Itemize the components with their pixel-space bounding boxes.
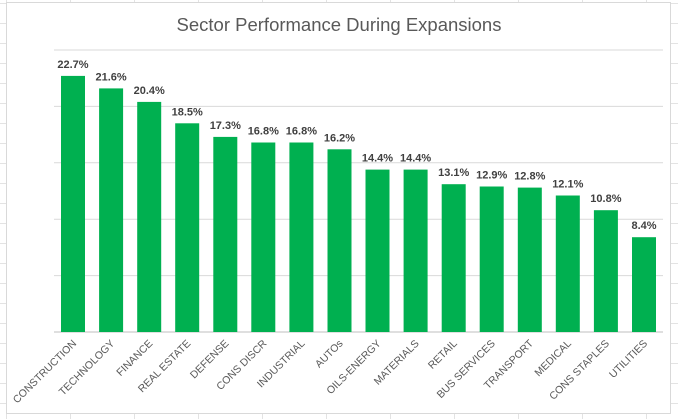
bar[interactable] <box>479 186 504 333</box>
data-label: 13.1% <box>438 167 469 179</box>
bar-chart: Sector Performance During Expansions 22.… <box>11 14 663 406</box>
bar[interactable] <box>289 142 314 333</box>
bar[interactable] <box>61 75 85 333</box>
category-tick-label: AUTOs <box>313 338 346 371</box>
bar[interactable] <box>517 187 542 332</box>
bar[interactable] <box>175 123 200 332</box>
data-label: 17.3% <box>210 120 241 132</box>
bar[interactable] <box>365 169 390 332</box>
bar[interactable] <box>251 142 276 333</box>
data-label: 12.9% <box>476 170 507 182</box>
bar[interactable] <box>441 184 466 332</box>
chart-title: Sector Performance During Expansions <box>177 14 502 35</box>
data-label: 20.4% <box>134 85 165 97</box>
category-tick-label: UTILITIES <box>607 338 650 381</box>
data-label: 10.8% <box>590 193 621 205</box>
bar[interactable] <box>213 136 238 332</box>
chart-area[interactable]: Sector Performance During Expansions 22.… <box>6 2 671 414</box>
bar[interactable] <box>555 195 580 333</box>
category-tick-label: CONSTRUCTION <box>11 338 79 406</box>
bar[interactable] <box>403 169 428 332</box>
bar[interactable] <box>137 101 162 333</box>
data-label: 14.4% <box>362 153 393 165</box>
data-label: 16.2% <box>324 132 355 144</box>
data-label: 18.5% <box>172 106 203 118</box>
data-label: 12.8% <box>514 171 545 183</box>
category-tick-label: RETAIL <box>426 338 460 372</box>
data-label: 16.8% <box>248 126 279 138</box>
data-label: 22.7% <box>57 59 88 71</box>
bar[interactable] <box>632 237 656 332</box>
value-labels: 22.7% 21.6% 20.4% 18.5% 17.3% 16.8% 16.8% 16.2%… <box>57 59 656 232</box>
bars <box>61 75 656 333</box>
data-label: 8.4% <box>631 220 656 232</box>
bar[interactable] <box>99 88 124 333</box>
data-label: 12.1% <box>552 179 583 191</box>
bar[interactable] <box>593 210 618 332</box>
data-label: 16.8% <box>286 126 317 138</box>
data-label: 14.4% <box>400 153 431 165</box>
data-label: 21.6% <box>95 71 126 83</box>
bar[interactable] <box>327 149 352 332</box>
